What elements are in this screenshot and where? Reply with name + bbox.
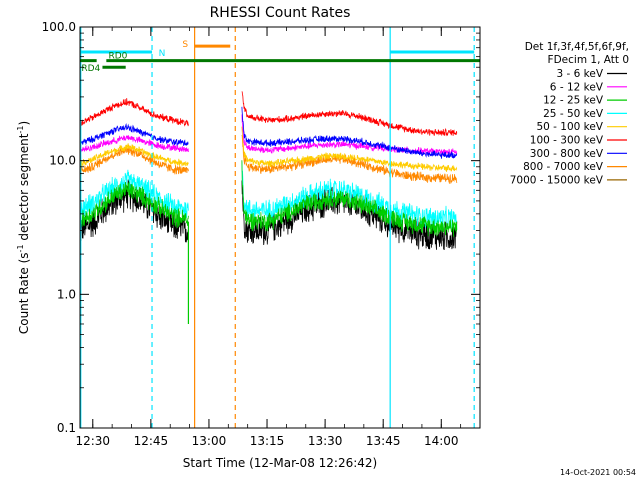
series-line-4-pre	[80, 143, 189, 167]
annotation-label-2: RD0	[108, 52, 127, 62]
plot-frame	[79, 26, 481, 429]
legend-entry-label: 100 - 300 keV	[530, 135, 604, 147]
y-tick-label: 100.0	[42, 20, 76, 34]
series-line-5-post	[241, 91, 458, 137]
legend-entry-label: 6 - 12 keV	[550, 81, 604, 93]
x-tick-label: 13:00	[192, 434, 227, 448]
series-line-3-pre	[80, 169, 189, 220]
annotation-label-5: S	[182, 40, 188, 50]
legend-entry-label: 7000 - 15000 keV	[510, 174, 604, 186]
x-axis-label: Start Time (12-Mar-08 12:26:42)	[183, 456, 377, 470]
x-tick-label: 13:30	[308, 434, 343, 448]
annotation-label-0: N	[159, 49, 166, 59]
x-tick-label: 13:15	[250, 434, 285, 448]
legend-entry-label: 12 - 25 keV	[543, 95, 604, 107]
series-line-1-pre	[80, 135, 189, 153]
legend-entry-label: 300 - 800 keV	[530, 148, 604, 160]
legend-header-line: FDecim 1, Att 0	[548, 54, 629, 66]
y-tick-label: 10.0	[49, 154, 76, 168]
series-line-5-pre	[80, 98, 189, 127]
series-line-2-pre	[80, 181, 189, 229]
y-axis-label: Count Rate (s-1 detector segment-1)	[16, 121, 31, 334]
x-tick-label: 12:45	[134, 434, 169, 448]
legend-entry-label: 800 - 7000 keV	[523, 161, 604, 173]
plot-series-group	[80, 91, 458, 324]
legend-entry-label: 3 - 6 keV	[556, 68, 603, 80]
series-line-6-post	[241, 106, 458, 159]
x-tick-label: 12:30	[75, 434, 110, 448]
y-tick-label: 0.1	[57, 421, 76, 435]
chart-title: RHESSI Count Rates	[210, 5, 351, 21]
series-line-3-post	[241, 161, 458, 230]
series-line-7-pre	[80, 144, 189, 176]
x-tick-label: 13:45	[366, 434, 401, 448]
series-line-6-pre	[80, 122, 189, 147]
series-line-1-post	[241, 114, 458, 156]
series-line-4-post	[241, 126, 458, 172]
timestamp: 14-Oct-2021 00:54	[560, 468, 636, 477]
legend-entry-label: 25 - 50 keV	[543, 108, 604, 120]
x-tick-label: 14:00	[424, 434, 459, 448]
legend-header-line: Det 1f,3f,4f,5f,6f,9f,	[525, 41, 629, 53]
y-tick-label: 1.0	[57, 287, 76, 301]
series-line-0-post	[241, 180, 458, 251]
annotation-label-4: RD4	[81, 64, 100, 74]
series-line-2-post	[241, 160, 458, 237]
legend-entry-label: 50 - 100 keV	[536, 121, 603, 133]
